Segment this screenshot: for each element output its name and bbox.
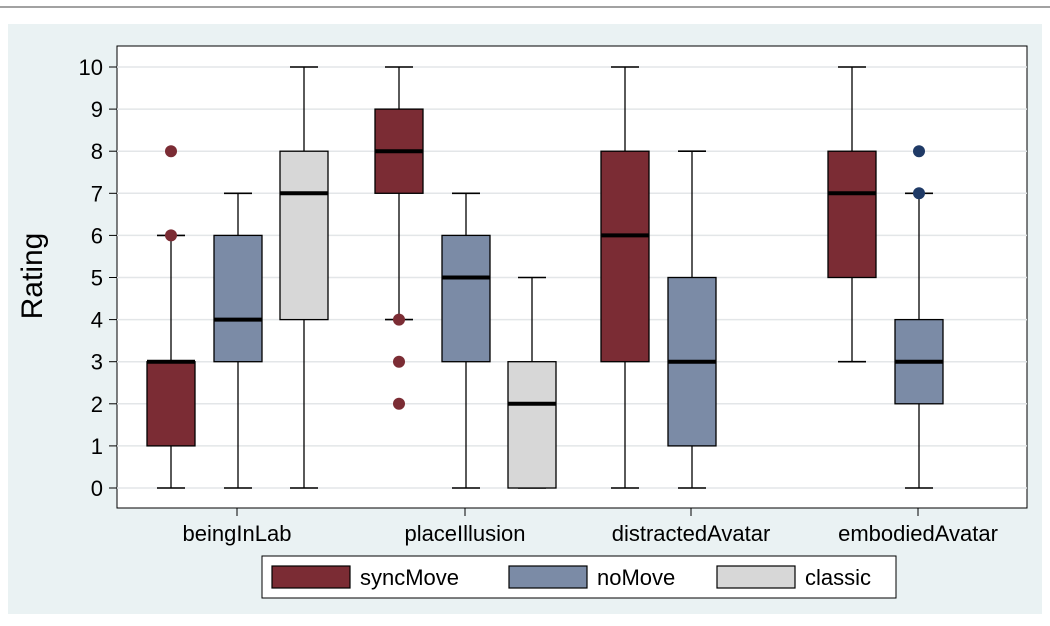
box-syncMove-distractedAvatar — [600, 66, 650, 489]
outlier-point — [165, 229, 177, 242]
box-noMove-distractedAvatar — [667, 150, 717, 489]
box-noMove-beingInLab — [213, 192, 263, 489]
x-tick-label: placeIllusion — [404, 521, 525, 546]
y-tick-label: 4 — [91, 308, 103, 333]
y-tick-label: 9 — [91, 97, 103, 122]
x-tick-label: distractedAvatar — [612, 521, 771, 546]
box-iqr — [600, 150, 650, 363]
box-iqr — [213, 234, 263, 363]
x-tick-label: embodiedAvatar — [838, 521, 998, 546]
box-iqr — [279, 150, 329, 321]
boxes — [146, 66, 944, 489]
y-tick-label: 5 — [91, 266, 103, 291]
box-iqr — [507, 361, 557, 489]
y-tick-label: 7 — [91, 181, 103, 206]
y-tick-label: 2 — [91, 392, 103, 417]
box-syncMove-embodiedAvatar — [827, 66, 877, 363]
y-tick-label: 10 — [79, 55, 103, 80]
legend-swatch-classic — [716, 565, 796, 589]
legend-label-classic: classic — [805, 565, 871, 590]
box-syncMove-beingInLab — [146, 145, 196, 489]
legend-swatch-syncMove — [271, 565, 351, 589]
y-tick-label: 6 — [91, 223, 103, 248]
box-classic-placeIllusion — [507, 276, 557, 489]
box-noMove-placeIllusion — [441, 192, 491, 489]
box-iqr — [146, 361, 196, 447]
outlier-point — [165, 145, 177, 158]
outlier-point — [393, 355, 405, 368]
grid-lines — [117, 66, 1027, 489]
y-tick-label: 8 — [91, 139, 103, 164]
legend-swatch-noMove — [508, 565, 588, 589]
y-tick-label: 0 — [91, 476, 103, 501]
box-noMove-embodiedAvatar — [894, 145, 944, 489]
outlier-point — [913, 187, 925, 200]
x-tick-label: beingInLab — [183, 521, 292, 546]
outlier-point — [913, 145, 925, 158]
y-tick-label: 3 — [91, 350, 103, 375]
x-axis: beingInLab placeIllusion distractedAvatar e… — [183, 508, 998, 546]
legend: syncMove noMove classic — [261, 555, 897, 599]
box-iqr — [827, 150, 877, 279]
legend-label-syncMove: syncMove — [360, 565, 459, 590]
box-iqr — [441, 234, 491, 363]
y-tick-label: 1 — [91, 434, 103, 459]
outlier-point — [393, 313, 405, 326]
y-axis-title: Rating — [16, 233, 49, 320]
outlier-point — [393, 397, 405, 410]
legend-label-noMove: noMove — [597, 565, 675, 590]
box-syncMove-placeIllusion — [374, 66, 424, 410]
y-axis: 0 1 2 3 4 5 6 7 8 9 10 — [79, 55, 117, 501]
box-classic-beingInLab — [279, 66, 329, 489]
